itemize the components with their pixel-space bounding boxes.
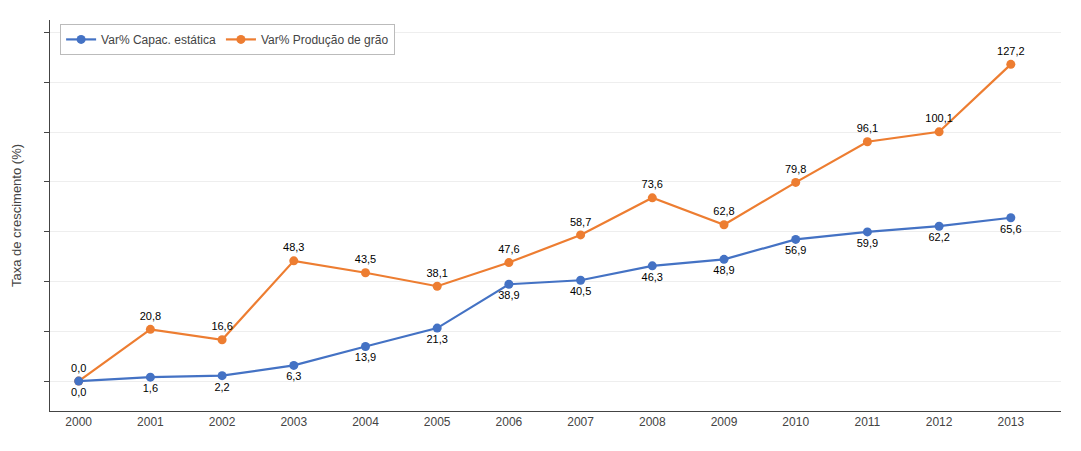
svg-text:38,9: 38,9 xyxy=(498,289,519,301)
svg-text:2010: 2010 xyxy=(782,415,809,429)
svg-text:16,6: 16,6 xyxy=(211,320,232,332)
svg-text:127,2: 127,2 xyxy=(997,45,1025,57)
svg-text:73,6: 73,6 xyxy=(642,178,663,190)
svg-text:20,8: 20,8 xyxy=(140,310,161,322)
svg-text:47,6: 47,6 xyxy=(498,243,519,255)
svg-text:21,3: 21,3 xyxy=(426,333,447,345)
svg-text:40,5: 40,5 xyxy=(570,285,591,297)
svg-text:62,8: 62,8 xyxy=(713,205,734,217)
svg-text:2000: 2000 xyxy=(65,415,92,429)
svg-text:38,1: 38,1 xyxy=(426,267,447,279)
svg-text:Var% Capac. estática: Var% Capac. estática xyxy=(101,33,216,47)
svg-text:48,9: 48,9 xyxy=(713,264,734,276)
svg-text:62,2: 62,2 xyxy=(928,231,949,243)
svg-text:Var% Produção de grão: Var% Produção de grão xyxy=(261,33,389,47)
svg-text:2012: 2012 xyxy=(926,415,953,429)
svg-text:2,2: 2,2 xyxy=(214,381,229,393)
svg-text:48,3: 48,3 xyxy=(283,241,304,253)
svg-text:96,1: 96,1 xyxy=(857,122,878,134)
svg-text:2013: 2013 xyxy=(997,415,1024,429)
svg-text:0,0: 0,0 xyxy=(71,362,86,374)
svg-text:2009: 2009 xyxy=(711,415,738,429)
svg-text:2007: 2007 xyxy=(567,415,594,429)
svg-text:65,6: 65,6 xyxy=(1000,223,1021,235)
svg-text:2001: 2001 xyxy=(137,415,164,429)
svg-text:2005: 2005 xyxy=(424,415,451,429)
svg-text:13,9: 13,9 xyxy=(355,351,376,363)
svg-text:56,9: 56,9 xyxy=(785,244,806,256)
svg-text:0,0: 0,0 xyxy=(71,386,86,398)
svg-text:2002: 2002 xyxy=(209,415,236,429)
svg-text:2008: 2008 xyxy=(639,415,666,429)
svg-text:Taxa de crescimento (%): Taxa de crescimento (%) xyxy=(9,144,24,287)
svg-text:79,8: 79,8 xyxy=(785,163,806,175)
svg-text:6,3: 6,3 xyxy=(286,370,301,382)
svg-text:1,6: 1,6 xyxy=(143,382,158,394)
svg-text:2006: 2006 xyxy=(496,415,523,429)
svg-text:43,5: 43,5 xyxy=(355,253,376,265)
svg-text:46,3: 46,3 xyxy=(642,271,663,283)
svg-text:2004: 2004 xyxy=(352,415,379,429)
svg-text:2003: 2003 xyxy=(280,415,307,429)
svg-text:2011: 2011 xyxy=(854,415,880,429)
svg-text:100,1: 100,1 xyxy=(925,112,953,124)
svg-text:59,9: 59,9 xyxy=(857,237,878,249)
svg-text:58,7: 58,7 xyxy=(570,216,591,228)
